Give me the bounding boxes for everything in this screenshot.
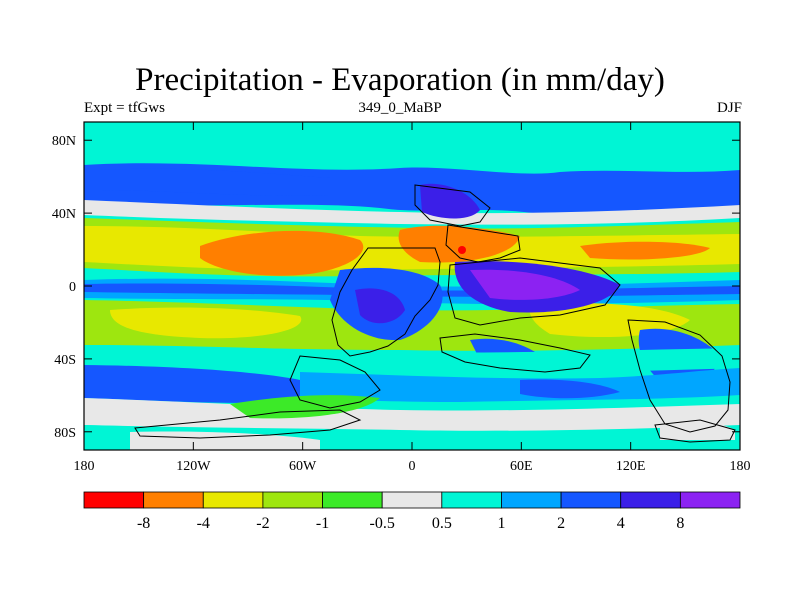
experiment-label: Expt = tfGws (84, 100, 165, 116)
x-tick-label: 120E (616, 459, 646, 474)
colorbar-label: 0.5 (432, 515, 452, 532)
colorbar-label: -0.5 (370, 515, 395, 532)
south-indian-storm (520, 379, 620, 399)
landmass-9 (654, 419, 736, 443)
landmass-6 (627, 319, 731, 433)
landmass-1 (331, 247, 441, 357)
africa-wet8 (470, 269, 580, 300)
south-polar-neutral (130, 431, 320, 450)
colorbar: -8 -4 -2 -1 -0.5 0.5 1 2 4 8 (83, 491, 741, 532)
colorbar-label: -1 (316, 515, 329, 532)
colorbar-swatch (143, 491, 204, 509)
y-tick-label: 0 (69, 280, 76, 295)
x-tick-label: 60E (510, 459, 533, 474)
coastlines (134, 184, 736, 443)
colorbar-swatch (501, 491, 562, 509)
south-america-wet4 (355, 288, 405, 324)
y-tick-label: 80N (52, 134, 76, 149)
y-tick-label: 80S (54, 426, 76, 441)
colorbar-swatch (560, 491, 622, 509)
europe-wet4 (420, 183, 480, 219)
south-pacific-storm (84, 365, 300, 403)
colorbar-swatch (83, 491, 145, 509)
colorbar-swatch (202, 491, 264, 509)
south-pacific-dry2 (110, 307, 302, 339)
landmass-2 (414, 184, 491, 227)
colorbar-label: -2 (256, 515, 269, 532)
north-neutral-band (84, 200, 740, 225)
colorbar-label: 1 (497, 515, 505, 532)
x-tick-label: 0 (409, 459, 416, 474)
colorbar-label: 8 (676, 515, 684, 532)
period-label: 349_0_MaBP (358, 100, 442, 116)
colorbar-swatch (381, 491, 443, 509)
colorbar-swatch (322, 491, 383, 509)
south-indian-dry2 (529, 303, 690, 338)
landmass-5 (439, 333, 591, 373)
y-tick-label: 40N (52, 207, 76, 222)
x-tick-label: 180 (74, 459, 95, 474)
season-label: DJF (716, 100, 742, 116)
contour-field (84, 122, 740, 450)
north-polar-band (84, 122, 740, 140)
antarctic-green (230, 395, 380, 419)
colorbar-swatch (679, 491, 741, 509)
chart-title: Precipitation - Evaporation (in mm/day) (135, 62, 665, 98)
colorbar-label: -4 (197, 515, 210, 532)
landmass-4 (447, 257, 621, 326)
africa-north-dry4 (398, 225, 520, 263)
colorbar-swatch (262, 491, 323, 509)
landmass-3 (445, 224, 521, 263)
x-axis-ticks: 180 120W 60W 0 60E 120E 180 (74, 122, 751, 474)
colorbar-label: 4 (617, 515, 625, 532)
x-tick-label: 180 (730, 459, 751, 474)
y-axis-ticks: 80N 40N 0 40S 80S (52, 134, 740, 441)
north-pacific-dry4 (200, 230, 364, 276)
colorbar-label: -8 (137, 515, 150, 532)
y-tick-label: 40S (54, 353, 76, 368)
north-pacific-wet (100, 168, 330, 196)
colorbar-swatch (620, 491, 681, 509)
colorbar-label: 2 (557, 515, 565, 532)
x-tick-label: 120W (176, 459, 211, 474)
dry8-spot (458, 246, 466, 254)
north-east-dry4 (580, 241, 710, 260)
x-tick-label: 60W (289, 459, 317, 474)
landmass-8 (134, 409, 362, 439)
landmass-7 (289, 355, 381, 409)
colorbar-swatch (441, 491, 502, 509)
